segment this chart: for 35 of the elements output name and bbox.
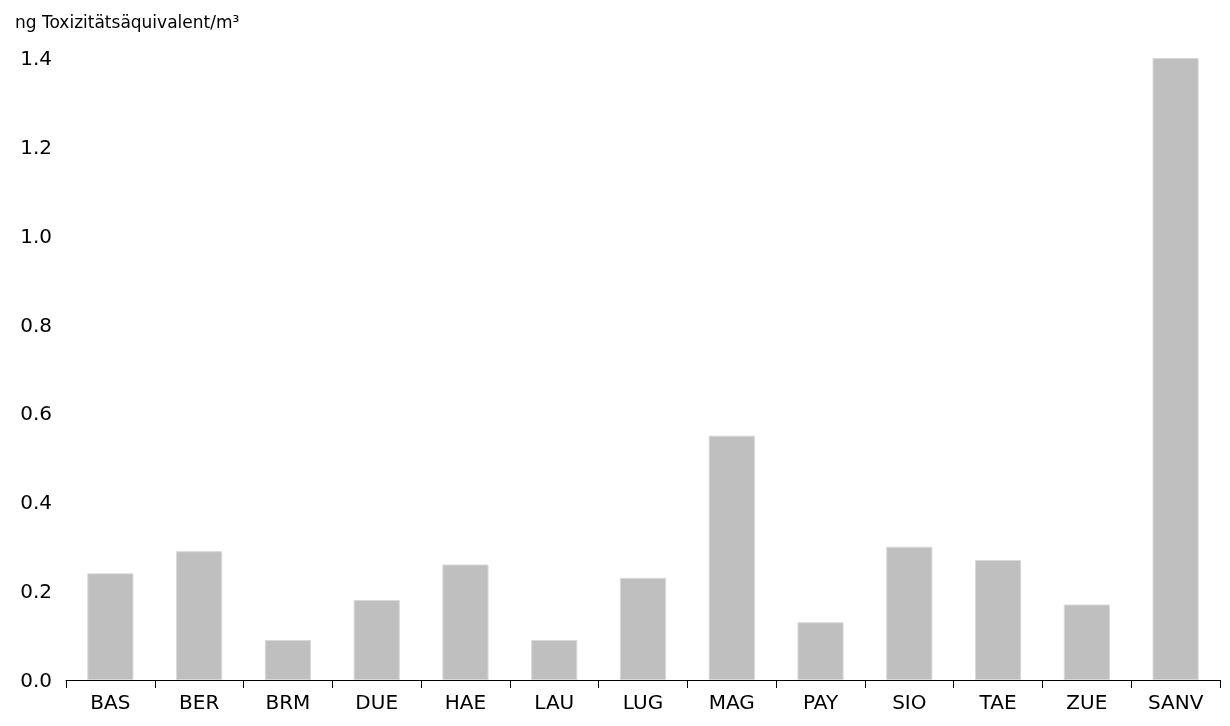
x-tick-label: LAU	[534, 690, 575, 714]
x-tick-label: TAE	[978, 690, 1017, 714]
y-tick-label: 0.2	[20, 579, 52, 604]
x-tick-label: SIO	[892, 690, 927, 714]
y-tick-label: 0.6	[20, 401, 52, 426]
bar	[886, 546, 933, 680]
x-tick-label: HAE	[444, 690, 487, 714]
x-tick-label: LUG	[622, 690, 664, 714]
x-tick-label: MAG	[708, 690, 755, 714]
bar	[353, 600, 400, 680]
bar	[531, 640, 578, 680]
bar	[442, 564, 489, 680]
bar	[619, 577, 667, 680]
x-tick-label: BAS	[90, 690, 131, 714]
x-tick-label: BER	[179, 690, 220, 714]
bar	[264, 640, 311, 680]
bar	[176, 551, 223, 680]
y-axis-title: ng Toxizitätsäquivalent/m³	[15, 11, 240, 32]
y-tick-label: 1.0	[20, 223, 52, 248]
x-tick-label: DUE	[355, 690, 399, 714]
x-tick-label: PAY	[802, 690, 839, 714]
y-tick-label: 0.0	[20, 668, 52, 692]
y-tick-label: 0.4	[20, 490, 52, 515]
y-tick-label: 1.4	[20, 46, 52, 70]
bar	[797, 622, 844, 680]
bar	[1152, 58, 1199, 680]
y-tick-label: 1.2	[20, 134, 52, 159]
bar	[708, 435, 755, 680]
y-tick-label: 0.8	[20, 312, 52, 337]
x-tick-label: BRM	[265, 690, 311, 714]
x-tick-label: SANV	[1147, 690, 1204, 714]
x-tick-label: ZUE	[1066, 690, 1108, 714]
bar	[87, 573, 134, 680]
bar	[1063, 604, 1110, 680]
bar	[975, 560, 1022, 680]
